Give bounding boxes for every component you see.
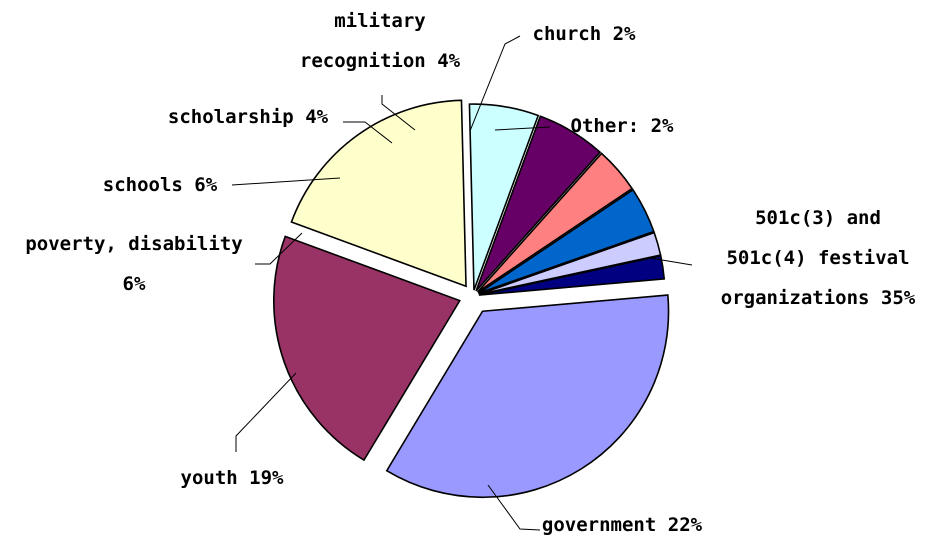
slice-label-line: Other: 2% [571, 115, 675, 137]
pie-slice [273, 235, 461, 462]
leader-line [381, 95, 416, 131]
pie-slice [385, 294, 670, 499]
slice-label-line: 501c(4) festival [726, 247, 909, 269]
slice-labels: 501c(3) and 501c(4) festival organizations… [25, 10, 915, 536]
slice-label: poverty, disability 6% [25, 233, 242, 295]
slice-label-line: schools 6% [103, 174, 218, 196]
leader-line [649, 257, 693, 266]
slice-label: government 22% [542, 514, 703, 536]
slice-label-line: 6% [123, 273, 146, 295]
slice-label-line: recognition 4% [300, 50, 461, 72]
slice-label-line: organizations 35% [721, 287, 916, 309]
leader-line [343, 121, 393, 144]
slice-label: scholarship 4% [168, 106, 329, 128]
slice-label: 501c(3) and 501c(4) festival organizations… [721, 207, 916, 309]
pie-slice [468, 103, 540, 291]
leader-lines [231, 35, 693, 531]
leader-line [487, 484, 541, 531]
slice-label: church 2% [533, 23, 637, 45]
pie-slice [475, 115, 602, 292]
slice-label: military recognition 4% [300, 10, 461, 72]
slice-label-line: government 22% [542, 514, 703, 536]
leader-line [235, 372, 297, 452]
slice-label-line: youth 19% [181, 467, 285, 489]
slice-label-line: poverty, disability [25, 233, 242, 255]
leader-line [469, 35, 521, 132]
leader-line [231, 177, 341, 186]
pie-slice [477, 188, 655, 295]
slice-label: schools 6% [103, 174, 218, 196]
slice-label-line: military [334, 10, 426, 32]
slice-label-line: church 2% [533, 23, 637, 45]
pie-slice [290, 99, 467, 288]
slice-label: Other: 2% [571, 115, 675, 137]
pie-slice [478, 254, 666, 296]
pie-slice [476, 152, 634, 293]
leader-line [255, 232, 303, 265]
slice-label: youth 19% [181, 467, 285, 489]
slice-label-line: scholarship 4% [168, 106, 329, 128]
pie-slices [273, 99, 670, 499]
leader-line [494, 126, 551, 131]
slice-label-line: 501c(3) and [755, 207, 881, 229]
